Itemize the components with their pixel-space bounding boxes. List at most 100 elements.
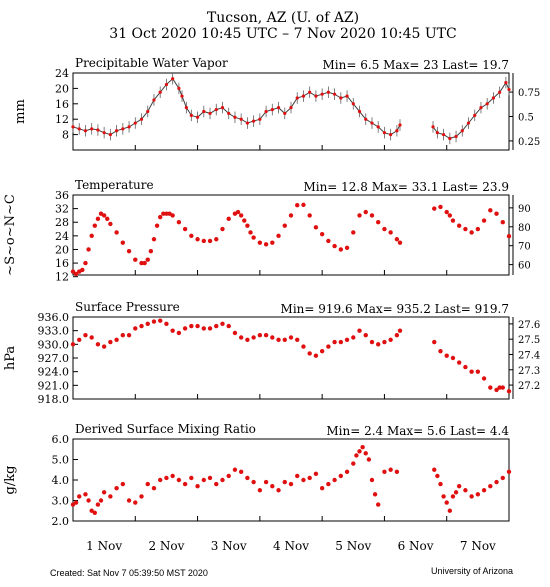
data-point — [133, 500, 138, 505]
panel-frame — [72, 72, 510, 151]
data-point — [450, 218, 456, 223]
panel-title: Surface Pressure — [75, 300, 180, 314]
data-point — [264, 109, 268, 114]
data-point — [469, 494, 474, 499]
data-point — [208, 111, 212, 116]
data-point — [233, 115, 237, 119]
chart-panels: Precipitable Water Vapor Min= 6.5 Max= 23… — [3, 56, 540, 528]
data-point — [363, 333, 368, 338]
y-tick-label: 933.0 — [38, 325, 70, 338]
data-point — [344, 337, 350, 342]
y-tick-label: 5.0 — [52, 454, 70, 467]
y-tick-label: 36 — [55, 189, 69, 202]
data-point — [394, 237, 400, 242]
data-point — [319, 231, 325, 237]
data-point — [376, 502, 381, 507]
data-point — [389, 133, 393, 137]
data-point — [382, 469, 387, 474]
data-point — [447, 508, 453, 513]
data-point — [176, 477, 182, 483]
data-point — [248, 230, 253, 235]
data-point — [189, 323, 194, 329]
panel-3: Surface Pressure Min= 919.6 Max= 935.2 La… — [3, 300, 540, 406]
data-point — [170, 473, 175, 479]
data-point — [207, 326, 213, 331]
data-point — [319, 486, 325, 491]
data-point — [139, 323, 144, 329]
data-point — [245, 475, 250, 481]
series-1 — [70, 445, 400, 515]
y-tick-label: 16 — [55, 257, 69, 270]
data-point — [182, 226, 188, 232]
data-point — [201, 477, 206, 483]
y-tick-label: 16 — [55, 98, 69, 111]
y-axis-label: ~S~o~N~C — [3, 194, 18, 276]
data-point — [494, 211, 499, 216]
x-tick-label: 2 Nov — [148, 539, 184, 553]
data-point — [270, 335, 275, 340]
panel-title: Temperature — [75, 178, 154, 192]
data-point — [257, 488, 263, 493]
panel-stats: Min= 919.6 Max= 935.2 Last= 919.7 — [281, 302, 509, 316]
data-point — [354, 453, 359, 458]
y-tick-label: 24 — [55, 67, 69, 80]
y-axis-label: mm — [13, 99, 28, 124]
data-point — [270, 240, 275, 245]
data-point — [120, 240, 126, 245]
data-point — [397, 240, 403, 245]
data-point — [105, 216, 110, 222]
data-point — [114, 230, 119, 235]
y-tick-label: 6.0 — [52, 433, 70, 446]
data-point — [289, 106, 293, 110]
data-point — [108, 494, 113, 499]
y2-tick-label: 0.25 — [518, 137, 540, 148]
data-point — [202, 109, 206, 114]
data-point — [456, 483, 462, 489]
data-point — [500, 385, 505, 390]
data-point — [114, 486, 119, 491]
data-point — [475, 369, 481, 374]
data-point — [506, 233, 512, 239]
data-point — [86, 498, 91, 503]
data-point — [313, 471, 319, 477]
data-point — [126, 248, 132, 254]
data-point — [397, 328, 403, 333]
data-point — [73, 271, 79, 277]
data-point — [126, 498, 132, 503]
data-point — [360, 445, 365, 450]
y-tick-label: 12 — [55, 271, 69, 284]
data-point — [432, 339, 437, 345]
data-point — [507, 87, 511, 92]
panel-title: Derived Surface Mixing Ratio — [75, 422, 256, 436]
panel-4: Derived Surface Mixing Ratio Min= 2.4 Max… — [3, 422, 512, 528]
data-point — [270, 483, 275, 489]
data-point — [263, 333, 269, 338]
data-point — [456, 223, 462, 228]
panel-title: Precipitable Water Vapor — [75, 56, 228, 70]
data-point — [382, 339, 387, 345]
data-point — [463, 226, 468, 232]
data-point — [338, 473, 344, 479]
data-point — [89, 233, 94, 239]
data-point — [158, 90, 162, 94]
y-tick-label: 927.0 — [38, 352, 70, 365]
data-point — [276, 106, 281, 110]
data-point — [270, 107, 274, 112]
data-point — [506, 469, 512, 474]
data-point — [96, 128, 100, 132]
data-point — [442, 133, 446, 137]
data-point — [438, 204, 443, 210]
data-point — [481, 488, 487, 493]
data-point — [251, 479, 256, 485]
data-point — [363, 209, 368, 215]
y-tick-label: 12 — [55, 113, 69, 126]
data-point — [441, 494, 446, 499]
data-point — [454, 134, 458, 139]
data-point — [83, 129, 88, 133]
data-point — [73, 500, 79, 505]
y-tick-label: 2.0 — [52, 515, 70, 528]
data-point — [369, 477, 375, 483]
data-point — [263, 479, 269, 485]
data-point — [332, 339, 337, 345]
data-point — [369, 213, 375, 218]
